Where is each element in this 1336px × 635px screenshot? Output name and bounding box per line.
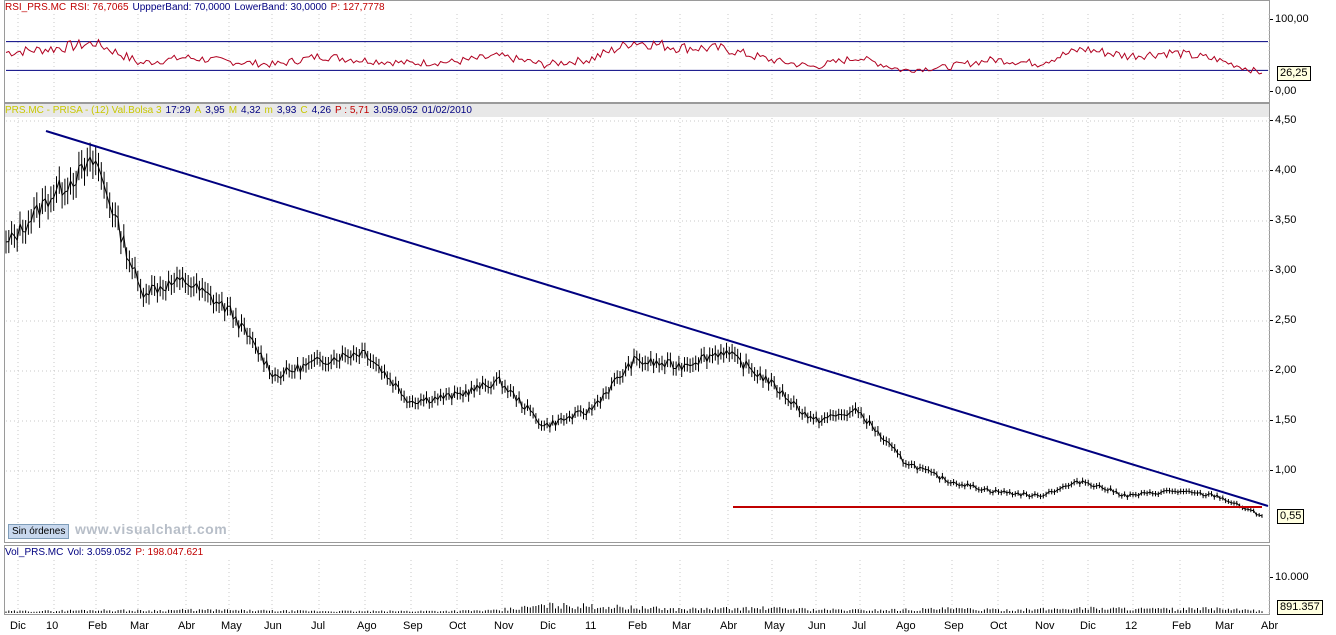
x-axis-label: Oct xyxy=(449,620,467,632)
volume-current-value: 891.357 xyxy=(1277,600,1323,615)
x-axis-label: Feb xyxy=(88,620,107,632)
x-axis-label: Sep xyxy=(944,620,964,632)
x-axis-label: May xyxy=(221,620,242,632)
rsi-header-item: LowerBand: 30,0000 xyxy=(234,2,327,13)
x-axis-label: May xyxy=(764,620,785,632)
x-axis-label: Ago xyxy=(896,620,916,632)
price-header-item: m xyxy=(264,105,273,116)
x-axis-label: Mar xyxy=(130,620,149,632)
x-axis-label: Jun xyxy=(808,620,826,632)
x-axis-label: Mar xyxy=(672,620,691,632)
x-axis-label: Sep xyxy=(403,620,423,632)
price-header-item: 3,95 xyxy=(205,105,225,116)
x-axis-label: Ago xyxy=(357,620,377,632)
rsi-line xyxy=(5,38,1263,75)
rsi-panel[interactable]: RSI_PRS.MC RSI: 76,7065 UppperBand: 70,000… xyxy=(4,0,1270,103)
rsi-tick-0: 0,00 xyxy=(1269,85,1297,97)
price-tick-350: 3,50 xyxy=(1269,214,1297,226)
x-axis-label: Jun xyxy=(264,620,282,632)
x-axis-label: Dic xyxy=(10,620,26,632)
x-axis-label: Feb xyxy=(1172,620,1191,632)
rsi-header: RSI_PRS.MC RSI: 76,7065 UppperBand: 70,000… xyxy=(5,1,389,14)
price-current-value: 0,55 xyxy=(1277,509,1305,524)
x-axis-label: 10 xyxy=(46,620,59,632)
price-header-item: A xyxy=(194,105,202,116)
rsi-header-item: P: 127,7778 xyxy=(330,2,385,13)
price-scale: 4,50 4,00 3,50 3,00 2,50 2,00 1,50 1,00 … xyxy=(1269,0,1336,545)
volume-header: Vol_PRS.MC Vol: 3.059.052 P: 198.047.621 xyxy=(5,546,207,559)
rsi-header-item: RSI_PRS.MC xyxy=(5,2,67,13)
rsi-header-item: RSI: 76,7065 xyxy=(70,2,129,13)
price-header-item: PRS.MC - PRISA - (12) Val.Bolsa 3 xyxy=(5,105,162,116)
x-axis-label: Mar xyxy=(1215,620,1234,632)
x-axis-label: Jul xyxy=(311,620,326,632)
x-axis-label: Feb xyxy=(628,620,647,632)
price-tick-200: 2,00 xyxy=(1269,364,1297,376)
x-axis-label: Nov xyxy=(1035,620,1055,632)
volume-header-item: Vol_PRS.MC xyxy=(5,547,64,558)
price-bars xyxy=(5,142,1263,518)
downtrend-line xyxy=(45,130,1269,507)
x-axis-label: Abr xyxy=(720,620,738,632)
price-header-item: P : 5,71 xyxy=(335,105,370,116)
price-header: PRS.MC - PRISA - (12) Val.Bolsa 3 17:29 A 3… xyxy=(5,104,1269,117)
price-tick-400: 4,00 xyxy=(1269,164,1297,176)
price-line xyxy=(5,155,1263,517)
x-axis-label: 11 xyxy=(585,620,597,632)
watermark: www.visualchart.com xyxy=(75,521,228,537)
orders-button[interactable]: Sin órdenes xyxy=(8,524,70,539)
price-header-item: C xyxy=(300,105,308,116)
volume-header-item: Vol: 3.059.052 xyxy=(67,547,132,558)
x-axis-label: Dic xyxy=(1080,620,1096,632)
rsi-scale: 100,00 0,00 26,25 xyxy=(1269,0,1336,103)
price-header-item: 01/02/2010 xyxy=(421,105,472,116)
price-header-item: 3,93 xyxy=(276,105,297,116)
price-tick-250: 2,50 xyxy=(1269,314,1297,326)
x-axis-label: Oct xyxy=(990,620,1008,632)
x-axis-label: Dic xyxy=(540,620,556,632)
price-tick-150: 1,50 xyxy=(1269,414,1297,426)
x-axis-label: Abr xyxy=(1261,620,1279,632)
volume-scale: 10.000 891.357 xyxy=(1270,545,1336,615)
x-axis-label: Abr xyxy=(178,620,196,632)
price-header-item: 4,32 xyxy=(241,105,261,116)
x-axis-label: Jul xyxy=(852,620,867,632)
rsi-tick-100: 100,00 xyxy=(1270,13,1309,25)
rsi-current-value: 26,25 xyxy=(1277,66,1311,81)
rsi-header-item: UppperBand: 70,0000 xyxy=(132,2,231,13)
price-header-item: 3.059.052 xyxy=(373,105,418,116)
x-axis-label: Nov xyxy=(494,620,514,632)
price-tick-100: 1,00 xyxy=(1269,464,1297,476)
price-header-item: 4,26 xyxy=(311,105,332,116)
price-panel[interactable]: PRS.MC - PRISA - (12) Val.Bolsa 3 17:29 A 3… xyxy=(4,103,1270,543)
volume-panel[interactable]: Vol_PRS.MC Vol: 3.059.052 P: 198.047.621 xyxy=(4,545,1270,615)
price-tick-300: 3,00 xyxy=(1269,264,1297,276)
volume-tick-10000: 10.000 xyxy=(1270,571,1309,583)
price-header-item: 17:29 xyxy=(165,105,191,116)
price-tick-450: 4,50 xyxy=(1269,114,1297,126)
x-axis-label: 12 xyxy=(1125,620,1138,632)
volume-header-item: P: 198.047.621 xyxy=(135,547,204,558)
price-header-item: M xyxy=(228,105,238,116)
